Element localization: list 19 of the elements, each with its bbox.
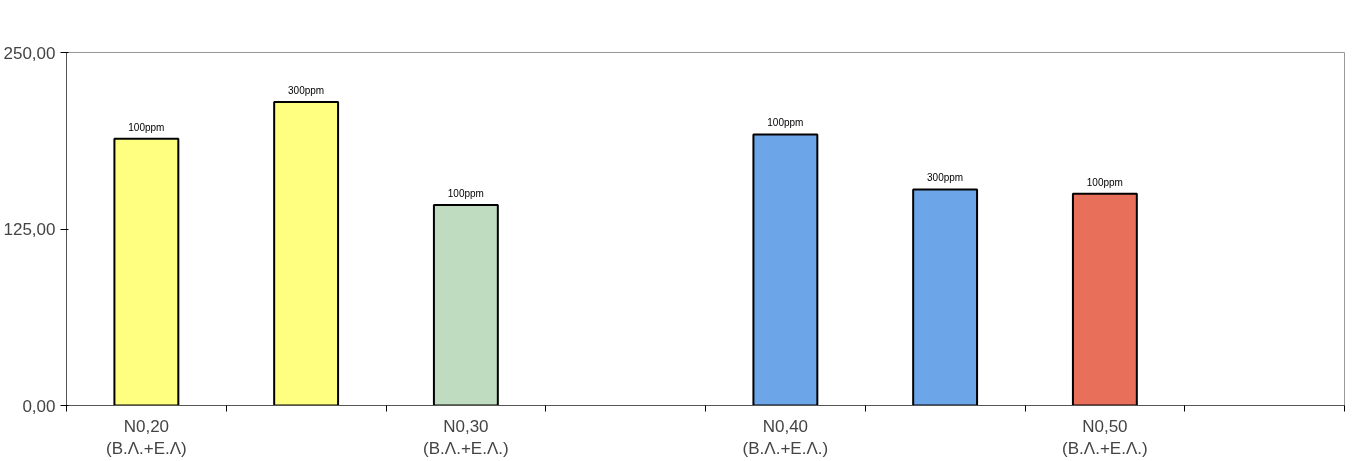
- x-tick-label: N0,40 (Β.Λ.+Ε.Λ.): [742, 416, 829, 459]
- bar: [752, 133, 819, 406]
- y-tick-label: 250,00: [3, 43, 56, 63]
- y-tick-label: 125,00: [3, 220, 56, 239]
- bar: [912, 188, 979, 406]
- annotation: 100ppm: [128, 121, 165, 133]
- x-tick-label: N0,20 (Β.Λ.+Ε.Λ): [105, 416, 187, 459]
- annotation: 100ppm: [767, 117, 804, 129]
- annotation: 300ppm: [288, 84, 325, 96]
- annotation: 100ppm: [1086, 176, 1123, 188]
- annotation: 100ppm: [447, 188, 484, 199]
- bar: [432, 204, 499, 406]
- bar: [113, 137, 180, 406]
- bar: [1071, 192, 1138, 406]
- annotation: 300ppm: [927, 172, 964, 184]
- y-tick-label: 0,00: [22, 396, 56, 416]
- x-tick-label: N0,30 (Β.Λ.+Ε.Λ.): [423, 416, 509, 459]
- bar: [273, 100, 340, 406]
- x-tick-label: N0,50 (Β.Λ.+Ε.Λ.): [1062, 416, 1148, 459]
